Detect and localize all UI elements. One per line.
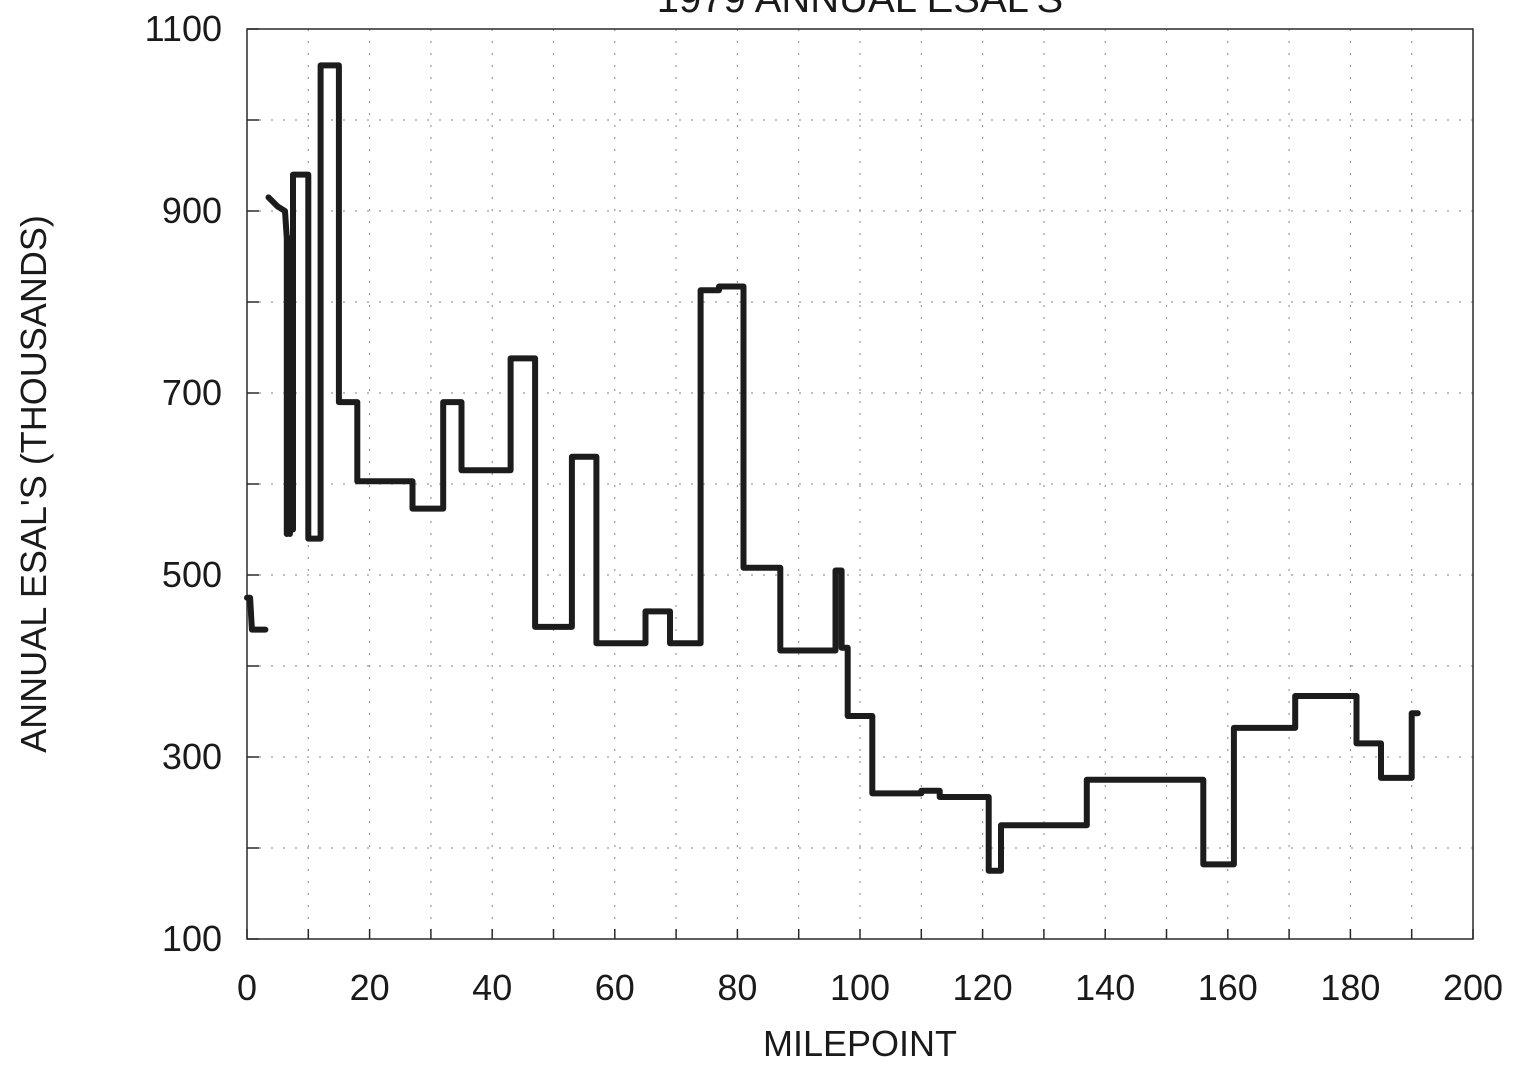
x-tick-label: 180 bbox=[1320, 967, 1380, 1008]
x-tick-label: 60 bbox=[595, 967, 635, 1008]
x-tick-label: 140 bbox=[1075, 967, 1135, 1008]
y-tick-label: 900 bbox=[162, 190, 222, 231]
y-tick-label: 100 bbox=[162, 918, 222, 959]
x-tick-label: 100 bbox=[830, 967, 890, 1008]
x-tick-label: 80 bbox=[717, 967, 757, 1008]
y-tick-label: 1100 bbox=[145, 8, 222, 49]
series-line-2 bbox=[265, 62, 1421, 874]
data-series bbox=[244, 62, 1421, 874]
y-tick-label: 500 bbox=[162, 554, 222, 595]
axis-ticks bbox=[246, 28, 1474, 940]
x-axis-title: MILEPOINT bbox=[763, 1023, 957, 1064]
x-tick-label: 0 bbox=[237, 967, 257, 1008]
grid bbox=[247, 29, 1473, 939]
y-axis-title: ANNUAL ESAL'S (THOUSANDS) bbox=[13, 215, 54, 753]
x-tick-label: 20 bbox=[350, 967, 390, 1008]
y-tick-label: 300 bbox=[162, 736, 222, 777]
chart-title: 1979 ANNUAL ESAL'S bbox=[657, 0, 1063, 21]
x-tick-labels: 0 20 40 60 80 100 120 140 160 180 200 bbox=[237, 967, 1503, 1008]
y-tick-label: 700 bbox=[162, 372, 222, 413]
x-tick-label: 40 bbox=[472, 967, 512, 1008]
x-tick-label: 120 bbox=[953, 967, 1013, 1008]
x-tick-label: 160 bbox=[1198, 967, 1258, 1008]
x-tick-label: 200 bbox=[1443, 967, 1503, 1008]
series-line-1 bbox=[244, 594, 269, 633]
y-tick-labels: 100 300 500 700 900 1100 bbox=[145, 8, 222, 959]
